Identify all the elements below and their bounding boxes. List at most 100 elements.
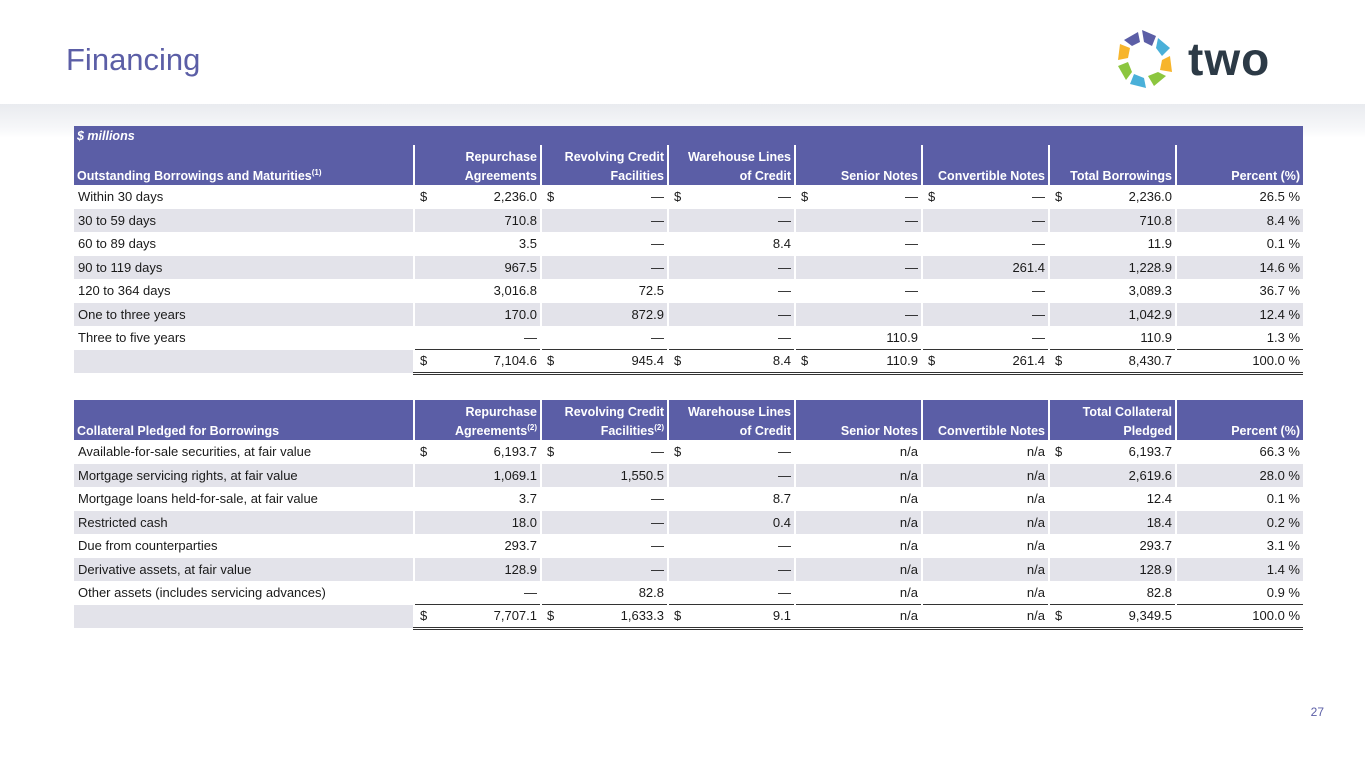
cell-value: 3.7 (518, 491, 537, 507)
units-row: $ millions (74, 126, 1304, 145)
table-cell: 3,016.8 (413, 279, 541, 303)
table-cell: 18.4 (1048, 510, 1176, 534)
table-cell: 967.5 (413, 255, 541, 279)
table-cell: 3.5 (413, 232, 541, 256)
cell-value: 3.5 (518, 236, 537, 252)
row-label: Due from counterparties (74, 534, 414, 558)
table-cell: — (667, 302, 795, 326)
table-cell: 293.7 (1048, 534, 1176, 558)
cell-value: 1,228.9 (1128, 259, 1172, 275)
borrowings-table: $ millions Outstanding Borrowings and Ma… (74, 126, 1304, 375)
cell-value: 710.8 (1139, 212, 1172, 228)
cell-value: — (524, 330, 537, 345)
table-cell: $1,633.3 (540, 604, 668, 630)
cell-value: — (778, 444, 791, 460)
cell-value: 110.9 (886, 330, 918, 345)
row-label: Three to five years (74, 326, 414, 350)
cell-value: — (651, 330, 664, 345)
table-cell: n/a (921, 534, 1049, 558)
table-cell: — (540, 255, 668, 279)
table-cell: — (540, 208, 668, 232)
table-row: 90 to 119 days 967.5 — — — 261.4 1,228.9 14.6 % (74, 255, 1304, 279)
row-label: Within 30 days (74, 185, 414, 209)
cell-value: — (778, 467, 791, 483)
table-cell: $110.9 (794, 349, 922, 375)
column-header: Total Collateral Pledged (1048, 400, 1176, 440)
table-cell: — (794, 232, 922, 256)
cell-value: 0.9 % (1266, 585, 1300, 600)
table-cell: 28.0 % (1175, 463, 1303, 487)
column-header-line1: Total Collateral (1082, 404, 1172, 419)
cell-value: — (905, 283, 918, 299)
column-header-line1: Revolving Credit (564, 404, 664, 419)
table-cell: 18.0 (413, 510, 541, 534)
cell-value: — (905, 212, 918, 228)
table-row: 60 to 89 days 3.5 — 8.4 — — 11.9 0.1 % (74, 232, 1304, 256)
table-cell: $ — (667, 440, 795, 464)
cell-value: — (651, 259, 664, 275)
column-header: Repurchase Agreements (413, 145, 541, 185)
cell-value: n/a (899, 608, 918, 624)
table-cell: n/a (794, 463, 922, 487)
dollar-sign: $ (547, 189, 555, 205)
row-label: Mortgage servicing rights, at fair value (74, 463, 414, 487)
table-cell: — (667, 581, 795, 605)
table-cell: $261.4 (921, 349, 1049, 375)
table-cell: n/a (794, 557, 922, 581)
table-cell: 82.8 (1048, 581, 1176, 605)
table-cell: — (667, 463, 795, 487)
table-cell: $8.4 (667, 349, 795, 375)
page-title: Financing (66, 42, 201, 77)
cell-value: 3,089.3 (1128, 283, 1172, 299)
table-cell: n/a (921, 463, 1049, 487)
table-cell: 2,619.6 (1048, 463, 1176, 487)
table-cell: 0.4 (667, 510, 795, 534)
cell-value: 72.5 (638, 283, 664, 299)
column-header: Repurchase Agreements(2) (413, 400, 541, 440)
cell-value: 110.9 (1140, 330, 1172, 345)
table-cell: $9,349.5 (1048, 604, 1176, 630)
cell-value: 28.0 % (1259, 467, 1300, 483)
cell-value: 945.4 (631, 353, 664, 369)
cell-value: 2,236.0 (1128, 189, 1172, 205)
table-row: Three to five years — — — 110.9 — 110.9 1.3 % (74, 326, 1304, 350)
table-cell: n/a (921, 510, 1049, 534)
table-cell: 8.7 (667, 487, 795, 511)
cell-value: n/a (899, 585, 918, 600)
cell-value: 36.7 % (1259, 283, 1301, 299)
column-header-line2: Facilities (610, 169, 665, 183)
units-label: $ millions (74, 126, 1304, 145)
cell-value: 261.4 (1012, 259, 1045, 275)
table-cell: $6,193.7 (1048, 440, 1176, 464)
cell-value: 0.1 % (1266, 491, 1300, 507)
cell-value: — (1032, 306, 1045, 322)
logo-text: two (1188, 33, 1271, 85)
column-header-line2: Pledged (1123, 424, 1172, 438)
cell-value: 18.0 (511, 514, 537, 530)
logo-mark-icon (1118, 30, 1172, 88)
column-header-line2: Facilities (600, 424, 655, 438)
cell-value: — (1032, 283, 1045, 299)
cell-value: 128.9 (504, 561, 537, 577)
cell-value: n/a (899, 561, 918, 577)
column-header: Percent (%) (1175, 400, 1303, 440)
total-row: $7,104.6 $945.4 $8.4 $110.9 $261.4 $8,430.7 10… (74, 349, 1304, 375)
cell-value: — (905, 306, 918, 322)
header-row: Outstanding Borrowings and Maturities(1)… (74, 145, 1304, 185)
table-cell: 100.0 % (1175, 604, 1303, 630)
column-header: Convertible Notes (921, 145, 1049, 185)
table-cell: — (540, 510, 668, 534)
cell-value: — (778, 259, 791, 275)
cell-value: 293.7 (1139, 538, 1172, 554)
column-header: Total Borrowings (1048, 145, 1176, 185)
table-cell: n/a (921, 440, 1049, 464)
table-cell: — (540, 326, 668, 350)
dollar-sign: $ (420, 608, 428, 624)
table-cell: $6,193.7 (413, 440, 541, 464)
collateral-table: Collateral Pledged for Borrowings Repurc… (74, 400, 1303, 630)
table-cell: — (667, 279, 795, 303)
table-cell: 100.0 % (1174, 349, 1304, 375)
table-cell: — (540, 557, 668, 581)
cell-value: 26.5 % (1259, 189, 1301, 205)
table-row: Mortgage servicing rights, at fair value… (74, 463, 1303, 487)
